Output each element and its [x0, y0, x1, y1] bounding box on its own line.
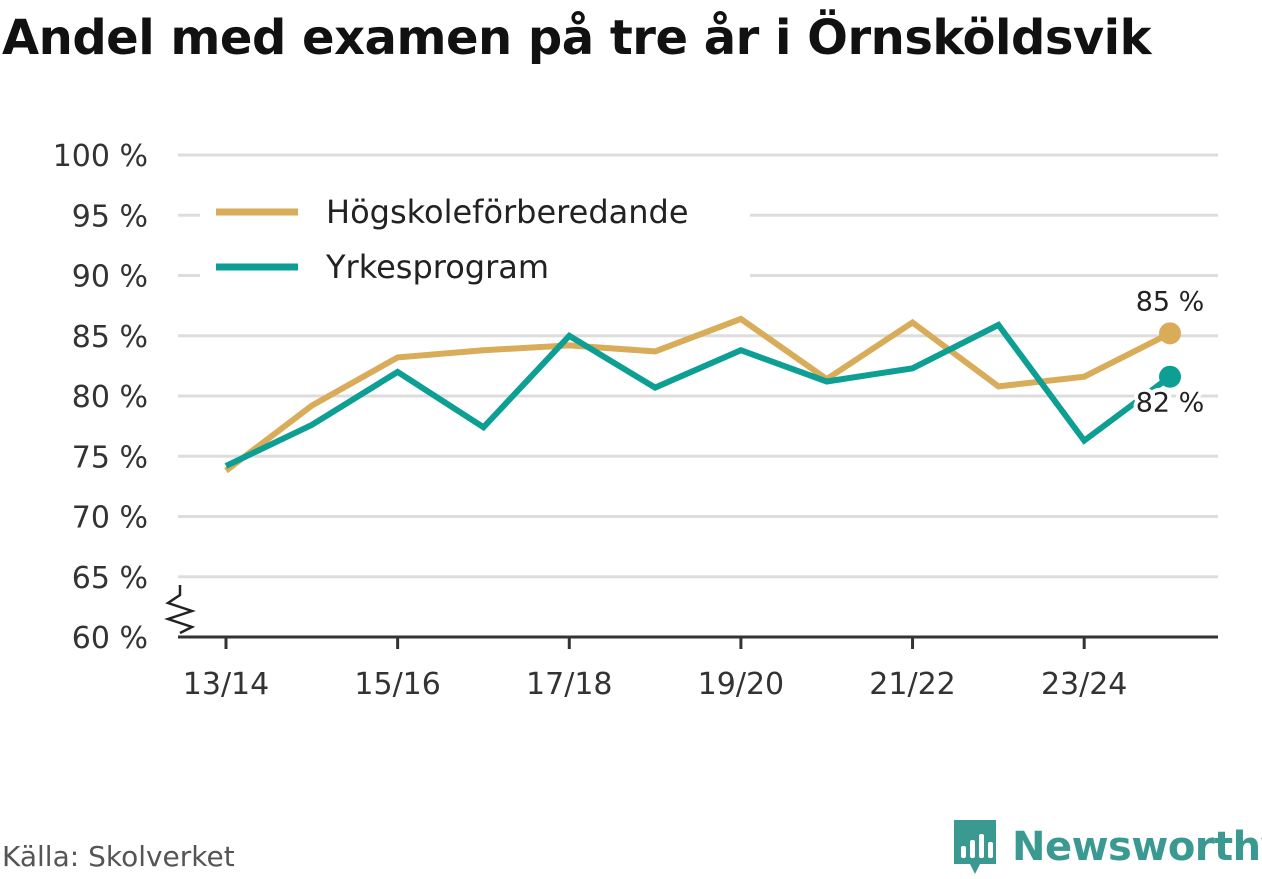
x-tick-label: 17/18 [526, 667, 612, 702]
x-tick-label: 23/24 [1041, 667, 1127, 702]
y-tick-label: 65 % [72, 561, 148, 596]
y-tick-label: 60 % [72, 621, 148, 656]
x-tick-label: 19/20 [698, 667, 784, 702]
legend-label: Yrkesprogram [325, 248, 549, 286]
y-tick-label: 85 % [72, 320, 148, 355]
series-line-2 [224, 321, 1172, 469]
x-axis: 13/14 15/16 17/18 19/20 21/22 23/24 [164, 585, 1218, 702]
x-tick-label: 21/22 [869, 667, 955, 702]
end-label-yrkesprogram: 82 % [1136, 388, 1205, 419]
chart-bubble-icon [954, 820, 996, 874]
series-lines [224, 315, 1181, 474]
y-tick-label: 100 % [53, 139, 148, 174]
y-tick-label: 90 % [72, 260, 148, 295]
end-label-hogskoleforberedande: 85 % [1136, 286, 1205, 317]
series-line-1 [224, 315, 1172, 474]
y-tick-label: 75 % [72, 440, 148, 475]
legend-label: Högskoleförberedande [326, 193, 689, 231]
legend: Högskoleförberedande Yrkesprogram [200, 182, 750, 286]
brand-logo: Newsworthy [950, 818, 1262, 876]
x-tick-label: 13/14 [183, 667, 269, 702]
source-note: Källa: Skolverket [2, 840, 235, 873]
axis-break-icon [164, 585, 196, 635]
end-marker [1159, 322, 1181, 345]
y-tick-label: 95 % [72, 199, 148, 234]
end-labels: 85 % 82 % [1132, 286, 1209, 422]
x-tick-label: 15/16 [354, 667, 440, 702]
chart-title: Andel med examen på tre år i Örnsköldsvi… [2, 10, 1152, 66]
brand-name: Newsworthy [1012, 824, 1262, 870]
line-chart: 60 % 65 % 70 % 75 % 80 % 85 % 90 % 95 % 100 % 13… [53, 139, 1218, 702]
end-marker [1159, 365, 1181, 388]
y-tick-label: 70 % [72, 501, 148, 536]
y-tick-label: 80 % [72, 380, 148, 415]
y-axis-ticks: 60 % 65 % 70 % 75 % 80 % 85 % 90 % 95 % 100 % [53, 139, 148, 656]
